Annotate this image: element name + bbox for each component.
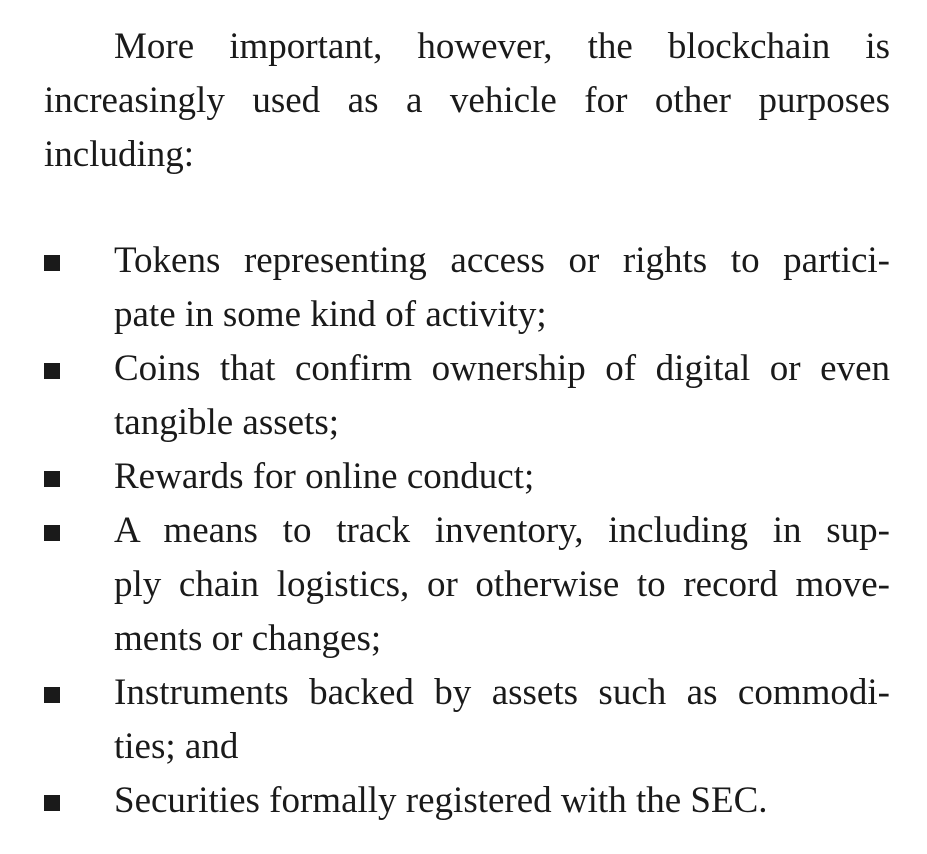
square-bullet-icon [44,255,60,271]
square-bullet-icon [44,363,60,379]
list-item-line: ply chain logistics, or otherwise to rec… [114,564,890,605]
intro-line: including: [44,134,195,175]
list-item-line: Instruments backed by assets such as com… [114,672,890,713]
list-item: Rewards for online conduct; [44,450,890,504]
intro-paragraph: More important, however, the blockchain … [44,20,890,182]
list-item: Coins that confirm ownership of digital … [44,342,890,450]
list-item-line: Tokens representing access or rights to … [114,240,890,281]
list-item: Tokens representing access or rights to … [44,234,890,342]
square-bullet-icon [44,525,60,541]
list-item-line: ments or changes; [114,618,382,659]
list-item-line: Securities formally registered with the … [114,780,768,821]
list-item-line: A means to track inventory, including in… [114,510,890,551]
list-item: Securities formally registered with the … [44,774,890,828]
list-item-line: ties; and [114,726,239,767]
purpose-list: Tokens representing access or rights to … [44,234,890,828]
list-item: A means to track inventory, including in… [44,504,890,666]
square-bullet-icon [44,471,60,487]
intro-line: More important, however, the blockchain … [114,26,890,67]
list-item: Instruments backed by assets such as com… [44,666,890,774]
square-bullet-icon [44,687,60,703]
list-item-line: tangible assets; [114,402,340,443]
list-item-line: Coins that confirm ownership of digital … [114,348,890,389]
intro-line: increasingly used as a vehicle for other… [44,80,890,121]
list-item-line: pate in some kind of activity; [114,294,547,335]
square-bullet-icon [44,795,60,811]
list-item-line: Rewards for online conduct; [114,456,535,497]
document-page: More important, however, the blockchain … [44,20,890,828]
